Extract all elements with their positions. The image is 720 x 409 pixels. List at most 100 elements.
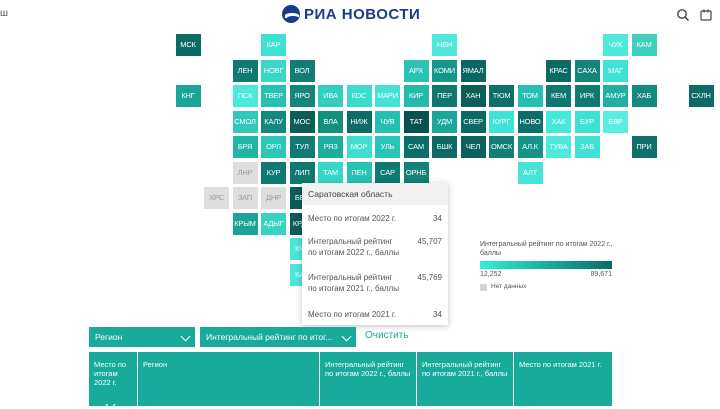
no-data-swatch <box>480 284 487 291</box>
region-tile[interactable]: ЯРО <box>289 85 315 107</box>
region-tile[interactable]: КРАС <box>546 59 571 82</box>
region-tile[interactable]: ХАК <box>546 110 571 133</box>
region-tile[interactable]: САР <box>375 161 400 184</box>
column-header-rating-2022[interactable]: Интегральный рейтинг по итогам 2022 г., … <box>320 352 417 406</box>
region-tile[interactable]: МАРИ <box>375 85 400 107</box>
column-header-region[interactable]: Регион <box>138 352 320 406</box>
region-tile[interactable]: САХА <box>574 59 600 82</box>
region-tile[interactable]: КАР <box>261 34 286 56</box>
column-header-place-2022[interactable]: Место по итогам 2022 г. <box>89 352 138 409</box>
legend-max: 89,671 <box>590 271 612 278</box>
region-tile[interactable]: ЛИП <box>289 161 315 184</box>
region-tile[interactable]: КАЛУ <box>261 110 286 133</box>
region-tile[interactable]: ОРНБ <box>403 161 429 184</box>
region-tile[interactable]: ТАМ <box>318 161 343 184</box>
column-header-place-2021[interactable]: Место по итогам 2021 г. <box>514 352 612 406</box>
region-tile[interactable]: ЯМАЛ <box>460 59 486 82</box>
region-tile[interactable]: ЧУК <box>603 34 628 56</box>
region-tile[interactable]: ВЛА <box>318 110 343 133</box>
region-tile[interactable]: ЛЕН <box>232 59 258 82</box>
region-tile[interactable]: ЛНР <box>232 161 258 184</box>
region-tile[interactable]: АЛТ <box>517 161 543 184</box>
region-tile[interactable]: КРЫМ <box>232 212 258 235</box>
region-tile[interactable]: ПЕН <box>346 161 372 184</box>
accessibility-icon[interactable] <box>699 8 713 22</box>
tooltip-value: 45,707 <box>417 237 442 246</box>
region-tile[interactable]: АДЫГ <box>261 212 286 235</box>
region-tile[interactable]: ТЮМ <box>489 85 514 107</box>
region-tile[interactable]: БУР <box>574 110 600 133</box>
region-tile[interactable]: ЕВР <box>603 110 628 133</box>
column-header-label: Регион <box>143 360 168 369</box>
region-tile[interactable]: КНГ <box>175 85 201 107</box>
legend-min: 12,252 <box>480 271 502 278</box>
region-tile[interactable]: САМ <box>403 136 429 158</box>
region-tile[interactable]: ХАБ <box>631 85 657 107</box>
region-tile[interactable]: БРЯ <box>232 136 258 158</box>
clear-button[interactable]: Очистить <box>365 330 409 341</box>
region-select[interactable]: Регион <box>89 327 195 347</box>
region-tile[interactable]: ХАН <box>460 85 486 107</box>
region-tile[interactable]: СВЕР <box>460 110 486 133</box>
region-tile[interactable]: РЯЗ <box>318 136 343 158</box>
region-tile[interactable]: ТАТ <box>403 110 429 133</box>
region-tile[interactable]: ОМСК <box>489 136 514 158</box>
region-tile[interactable]: ЧЕЛ <box>460 136 486 158</box>
column-header-rating-2021[interactable]: Интегральный рейтинг по итогам 2021 г., … <box>417 352 514 406</box>
region-tile[interactable]: ПРИ <box>631 136 657 158</box>
region-tile[interactable]: КУР <box>261 161 286 184</box>
region-tile[interactable]: НОВГ <box>261 59 286 82</box>
no-data-label: Нет данных <box>491 283 527 290</box>
region-tile[interactable]: СМОЛ <box>232 110 258 133</box>
region-tile[interactable]: МАГ <box>603 59 628 82</box>
color-legend: Интегральный рейтинг по итогам 2022 г., … <box>480 240 615 291</box>
region-tile[interactable]: УЛЬ <box>375 136 400 158</box>
region-tile[interactable]: КОС <box>346 85 372 107</box>
chevron-down-icon <box>180 331 191 342</box>
region-tile[interactable]: НОВО <box>517 110 543 133</box>
region-tile[interactable]: ОРЛ <box>261 136 286 158</box>
tooltip-label: Место по итогам 2022 г. <box>308 214 397 223</box>
tooltip-value: 45,769 <box>417 273 442 282</box>
site-logo[interactable]: РИА НОВОСТИ <box>282 4 420 24</box>
region-tile[interactable]: ЗАП <box>232 187 258 209</box>
region-tile[interactable]: КОМИ <box>432 59 457 82</box>
region-tile[interactable]: УДМ <box>432 110 457 133</box>
tooltip-label: Интегральный рейтинг по итогам 2021 г., … <box>308 273 399 293</box>
table-header: Место по итогам 2022 г. Регион Интеграль… <box>89 352 612 409</box>
region-tile[interactable]: КЕМ <box>546 85 571 107</box>
region-tile[interactable]: МСК <box>175 34 201 56</box>
region-tile[interactable]: АЛ.К <box>517 136 543 158</box>
region-tile[interactable]: АРХ <box>403 59 429 82</box>
search-icon[interactable] <box>676 8 690 22</box>
column-header-label: Интегральный рейтинг по итогам 2021 г., … <box>422 360 508 378</box>
region-tile[interactable]: НЕН <box>432 34 457 56</box>
region-tile[interactable]: ИВА <box>318 85 343 107</box>
region-tile[interactable]: КИР <box>403 85 429 107</box>
region-tile[interactable]: ДНР <box>261 187 286 209</box>
logo-icon <box>282 5 300 23</box>
region-tile[interactable]: ЗАБ <box>574 136 600 158</box>
region-tile[interactable]: ВОЛ <box>289 59 315 82</box>
region-tile[interactable]: ТУВА <box>546 136 571 158</box>
region-tile[interactable]: КУРГ <box>489 110 514 133</box>
region-tile[interactable]: ТУЛ <box>289 136 315 158</box>
rating-select[interactable]: Интегральный рейтинг по итог... <box>200 327 356 347</box>
region-tile[interactable]: АМУР <box>603 85 628 107</box>
region-tile[interactable]: СХЛН <box>688 85 714 107</box>
region-tile[interactable]: ХРС <box>204 187 229 209</box>
region-tile[interactable]: ТВЕР <box>261 85 286 107</box>
region-tile[interactable]: ИРК <box>574 85 600 107</box>
column-header-label: Место по итогам 2022 г. <box>94 360 127 387</box>
region-tile[interactable]: МОС <box>289 110 315 133</box>
region-tile[interactable]: ЧУВ <box>375 110 400 133</box>
menu-glyph[interactable]: ш <box>0 8 9 19</box>
region-tile[interactable]: ПСК <box>232 85 258 107</box>
region-tile[interactable]: КАМ <box>631 34 657 56</box>
region-tile[interactable]: ПЕР <box>432 85 457 107</box>
region-tile[interactable]: НИЖ <box>346 110 372 133</box>
logo-text: РИА НОВОСТИ <box>304 5 421 23</box>
region-tile[interactable]: БШК <box>432 136 457 158</box>
region-tile[interactable]: МОР <box>346 136 372 158</box>
region-tile[interactable]: ТОМ <box>517 85 543 107</box>
